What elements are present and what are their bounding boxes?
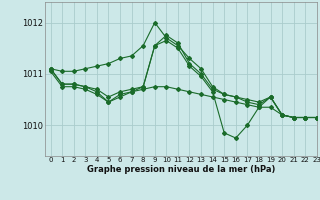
X-axis label: Graphe pression niveau de la mer (hPa): Graphe pression niveau de la mer (hPa) [87, 165, 275, 174]
